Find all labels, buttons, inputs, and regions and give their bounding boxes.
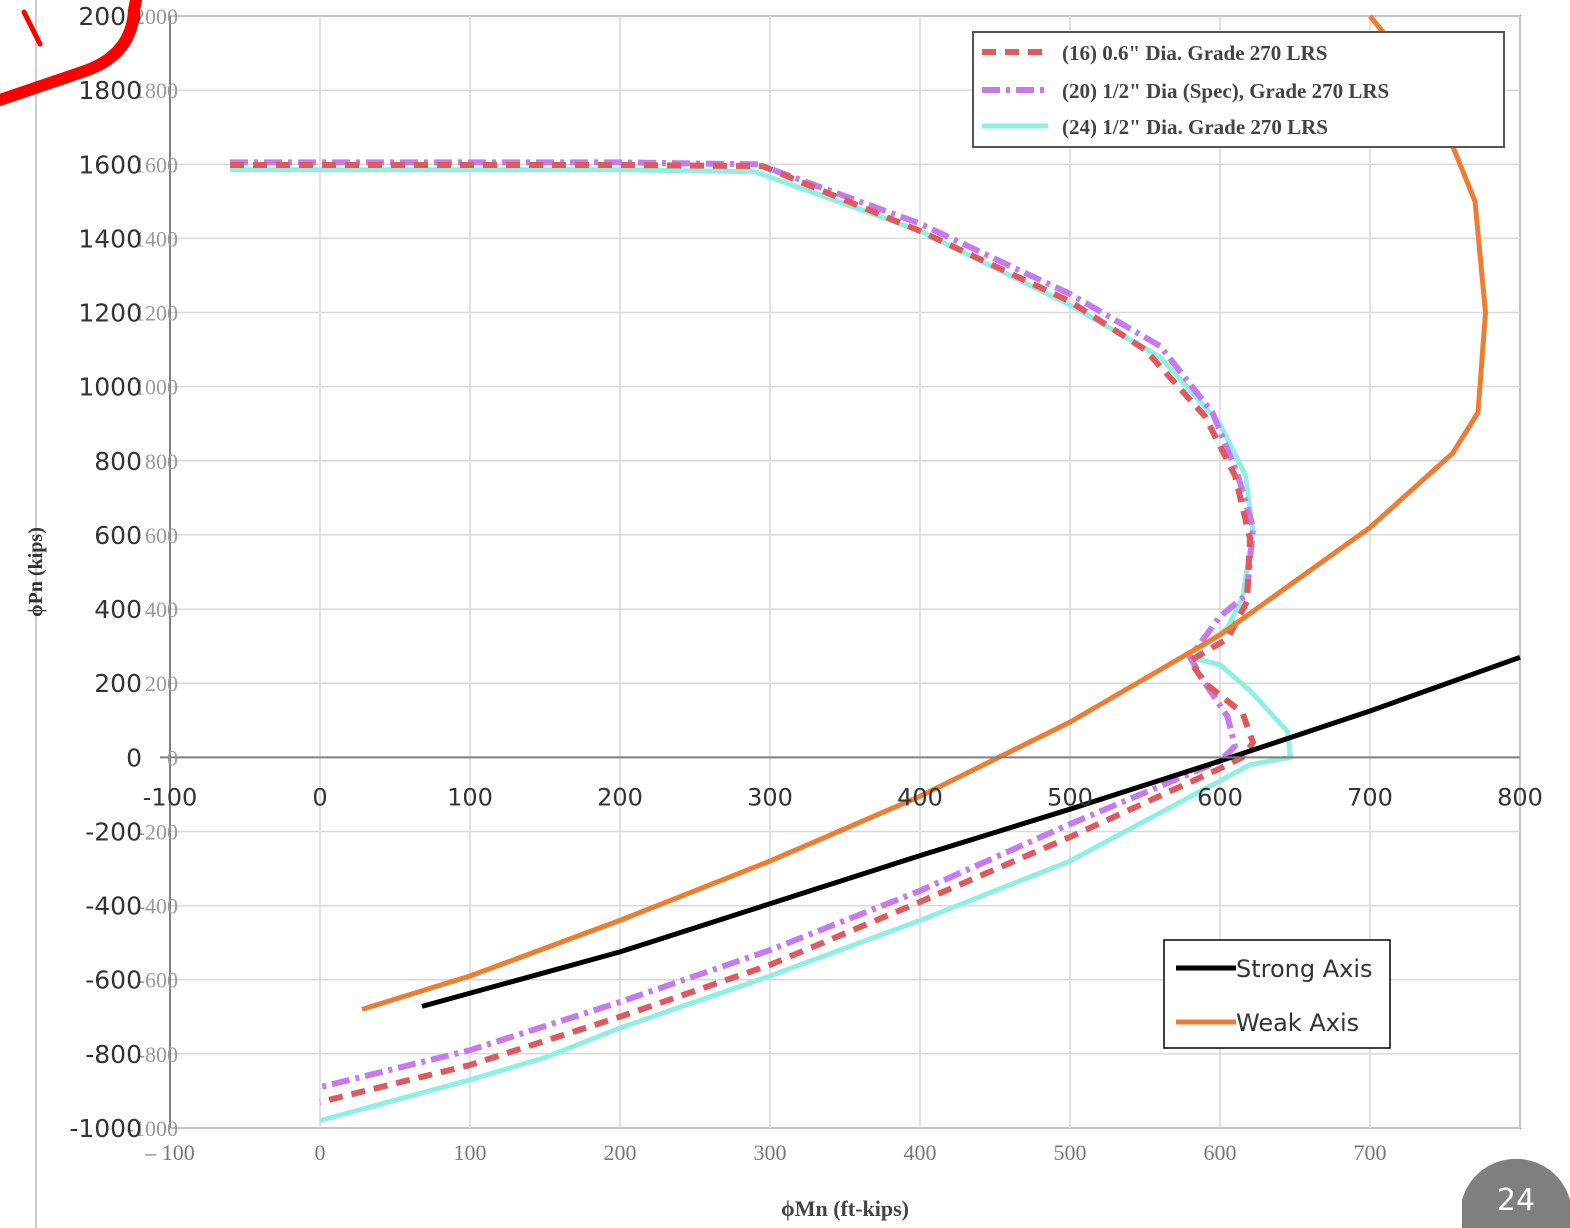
axis-legend-box bbox=[1163, 939, 1391, 1049]
y-tick-label: -1000 bbox=[69, 1114, 142, 1143]
x-tick-label-image: 400 bbox=[904, 1140, 937, 1165]
annotation-mark bbox=[21, 9, 43, 47]
x-tick-label-image: 0 bbox=[315, 1140, 326, 1165]
y-tick-label-image: 200 bbox=[145, 671, 178, 696]
legend-label-series-20: (20) 1/2" Dia (Spec), Grade 270 LRS bbox=[1062, 79, 1389, 103]
x-axis-label: ϕMn (ft-kips) bbox=[781, 1196, 909, 1221]
y-tick-label-image: 400 bbox=[145, 597, 178, 622]
x-tick-label: 800 bbox=[1497, 783, 1543, 811]
legend-label-weak-axis: Weak Axis bbox=[1236, 1009, 1359, 1037]
x-tick-label: 400 bbox=[897, 783, 943, 811]
y-tick-label-image: 1400 bbox=[134, 226, 178, 251]
x-tick-label-image: 600 bbox=[1204, 1140, 1237, 1165]
x-tick-label: 200 bbox=[597, 783, 643, 811]
y-tick-label: -400 bbox=[85, 892, 142, 921]
y-tick-label: 1800 bbox=[78, 76, 142, 105]
y-tick-label: 0 bbox=[126, 743, 142, 772]
legend-label-series-24: (24) 1/2" Dia. Grade 270 LRS bbox=[1062, 115, 1328, 139]
series-legend: (16) 0.6" Dia. Grade 270 LRS (20) 1/2" D… bbox=[972, 31, 1505, 148]
y-axis-label: ϕPn (kips) bbox=[25, 527, 47, 617]
page-number-badge: 24 bbox=[1462, 1158, 1570, 1228]
series-line-16-0-6-inch bbox=[230, 162, 1256, 1106]
y-tick-label: 200 bbox=[94, 669, 142, 698]
y-tick-label-image: -200 bbox=[138, 819, 178, 844]
y-tick-label: 400 bbox=[94, 595, 142, 624]
y-tick-label: 600 bbox=[94, 521, 142, 550]
series-lines bbox=[230, 14, 1521, 1124]
y-tick-label: 1000 bbox=[78, 373, 142, 402]
y-tick-label-image: 800 bbox=[145, 449, 178, 474]
x-tick-label: 0 bbox=[312, 783, 327, 811]
y-tick-label-image: 0 bbox=[167, 745, 178, 770]
axes bbox=[160, 16, 1520, 1128]
x-tick-label: 700 bbox=[1347, 783, 1393, 811]
x-tick-label-image: 700 bbox=[1354, 1140, 1387, 1165]
x-tick-label-image: – 100 bbox=[144, 1140, 195, 1165]
axis-legend: Strong Axis Weak Axis bbox=[1163, 939, 1391, 1049]
x-tick-label: 500 bbox=[1047, 783, 1093, 811]
y-tick-label: -600 bbox=[85, 966, 142, 995]
series-line-strong-axis bbox=[421, 654, 1521, 1009]
y-tick-label: 800 bbox=[94, 447, 142, 476]
y-tick-label-image: -1000 bbox=[127, 1116, 178, 1141]
x-tick-label-image: 500 bbox=[1054, 1140, 1087, 1165]
y-tick-label-image: 2000 bbox=[134, 4, 178, 29]
y-tick-label-image: -400 bbox=[138, 894, 178, 919]
y-tick-label-image: 1000 bbox=[134, 375, 178, 400]
x-tick-label: 300 bbox=[747, 783, 793, 811]
y-tick-label-image: -800 bbox=[138, 1042, 178, 1067]
x-tick-label-image: 100 bbox=[454, 1140, 487, 1165]
y-tick-label: -200 bbox=[85, 817, 142, 846]
x-tick-label: -100 bbox=[143, 783, 197, 811]
series-line-weak-axis bbox=[361, 14, 1488, 1012]
y-tick-label-image: 1200 bbox=[134, 301, 178, 326]
y-tick-label: 1400 bbox=[78, 224, 142, 253]
x-tick-label: 600 bbox=[1197, 783, 1243, 811]
page-number-badge-shape bbox=[1462, 1158, 1570, 1228]
page-number: 24 bbox=[1497, 1183, 1535, 1218]
y-tick-label-image: 1800 bbox=[134, 78, 178, 103]
y-tick-label-image: 600 bbox=[145, 523, 178, 548]
y-tick-label: 1600 bbox=[78, 150, 142, 179]
annotation-highlight-outline bbox=[0, 0, 142, 106]
y-tick-label: -800 bbox=[85, 1040, 142, 1069]
series-legend-box bbox=[972, 31, 1505, 148]
x-tick-label-image: 200 bbox=[604, 1140, 637, 1165]
tick-labels: – 100 0 100 200 300 400 500 600 700-1000-800-600… bbox=[69, 2, 1543, 1165]
legend-label-series-16: (16) 0.6" Dia. Grade 270 LRS bbox=[1062, 41, 1327, 65]
y-tick-label: 1200 bbox=[78, 299, 142, 328]
x-tick-label: 100 bbox=[447, 783, 493, 811]
x-tick-label-image: 300 bbox=[754, 1140, 787, 1165]
legend-label-strong-axis: Strong Axis bbox=[1236, 955, 1373, 983]
y-tick-label-image: 1600 bbox=[134, 152, 178, 177]
y-tick-label-image: -600 bbox=[138, 968, 178, 993]
